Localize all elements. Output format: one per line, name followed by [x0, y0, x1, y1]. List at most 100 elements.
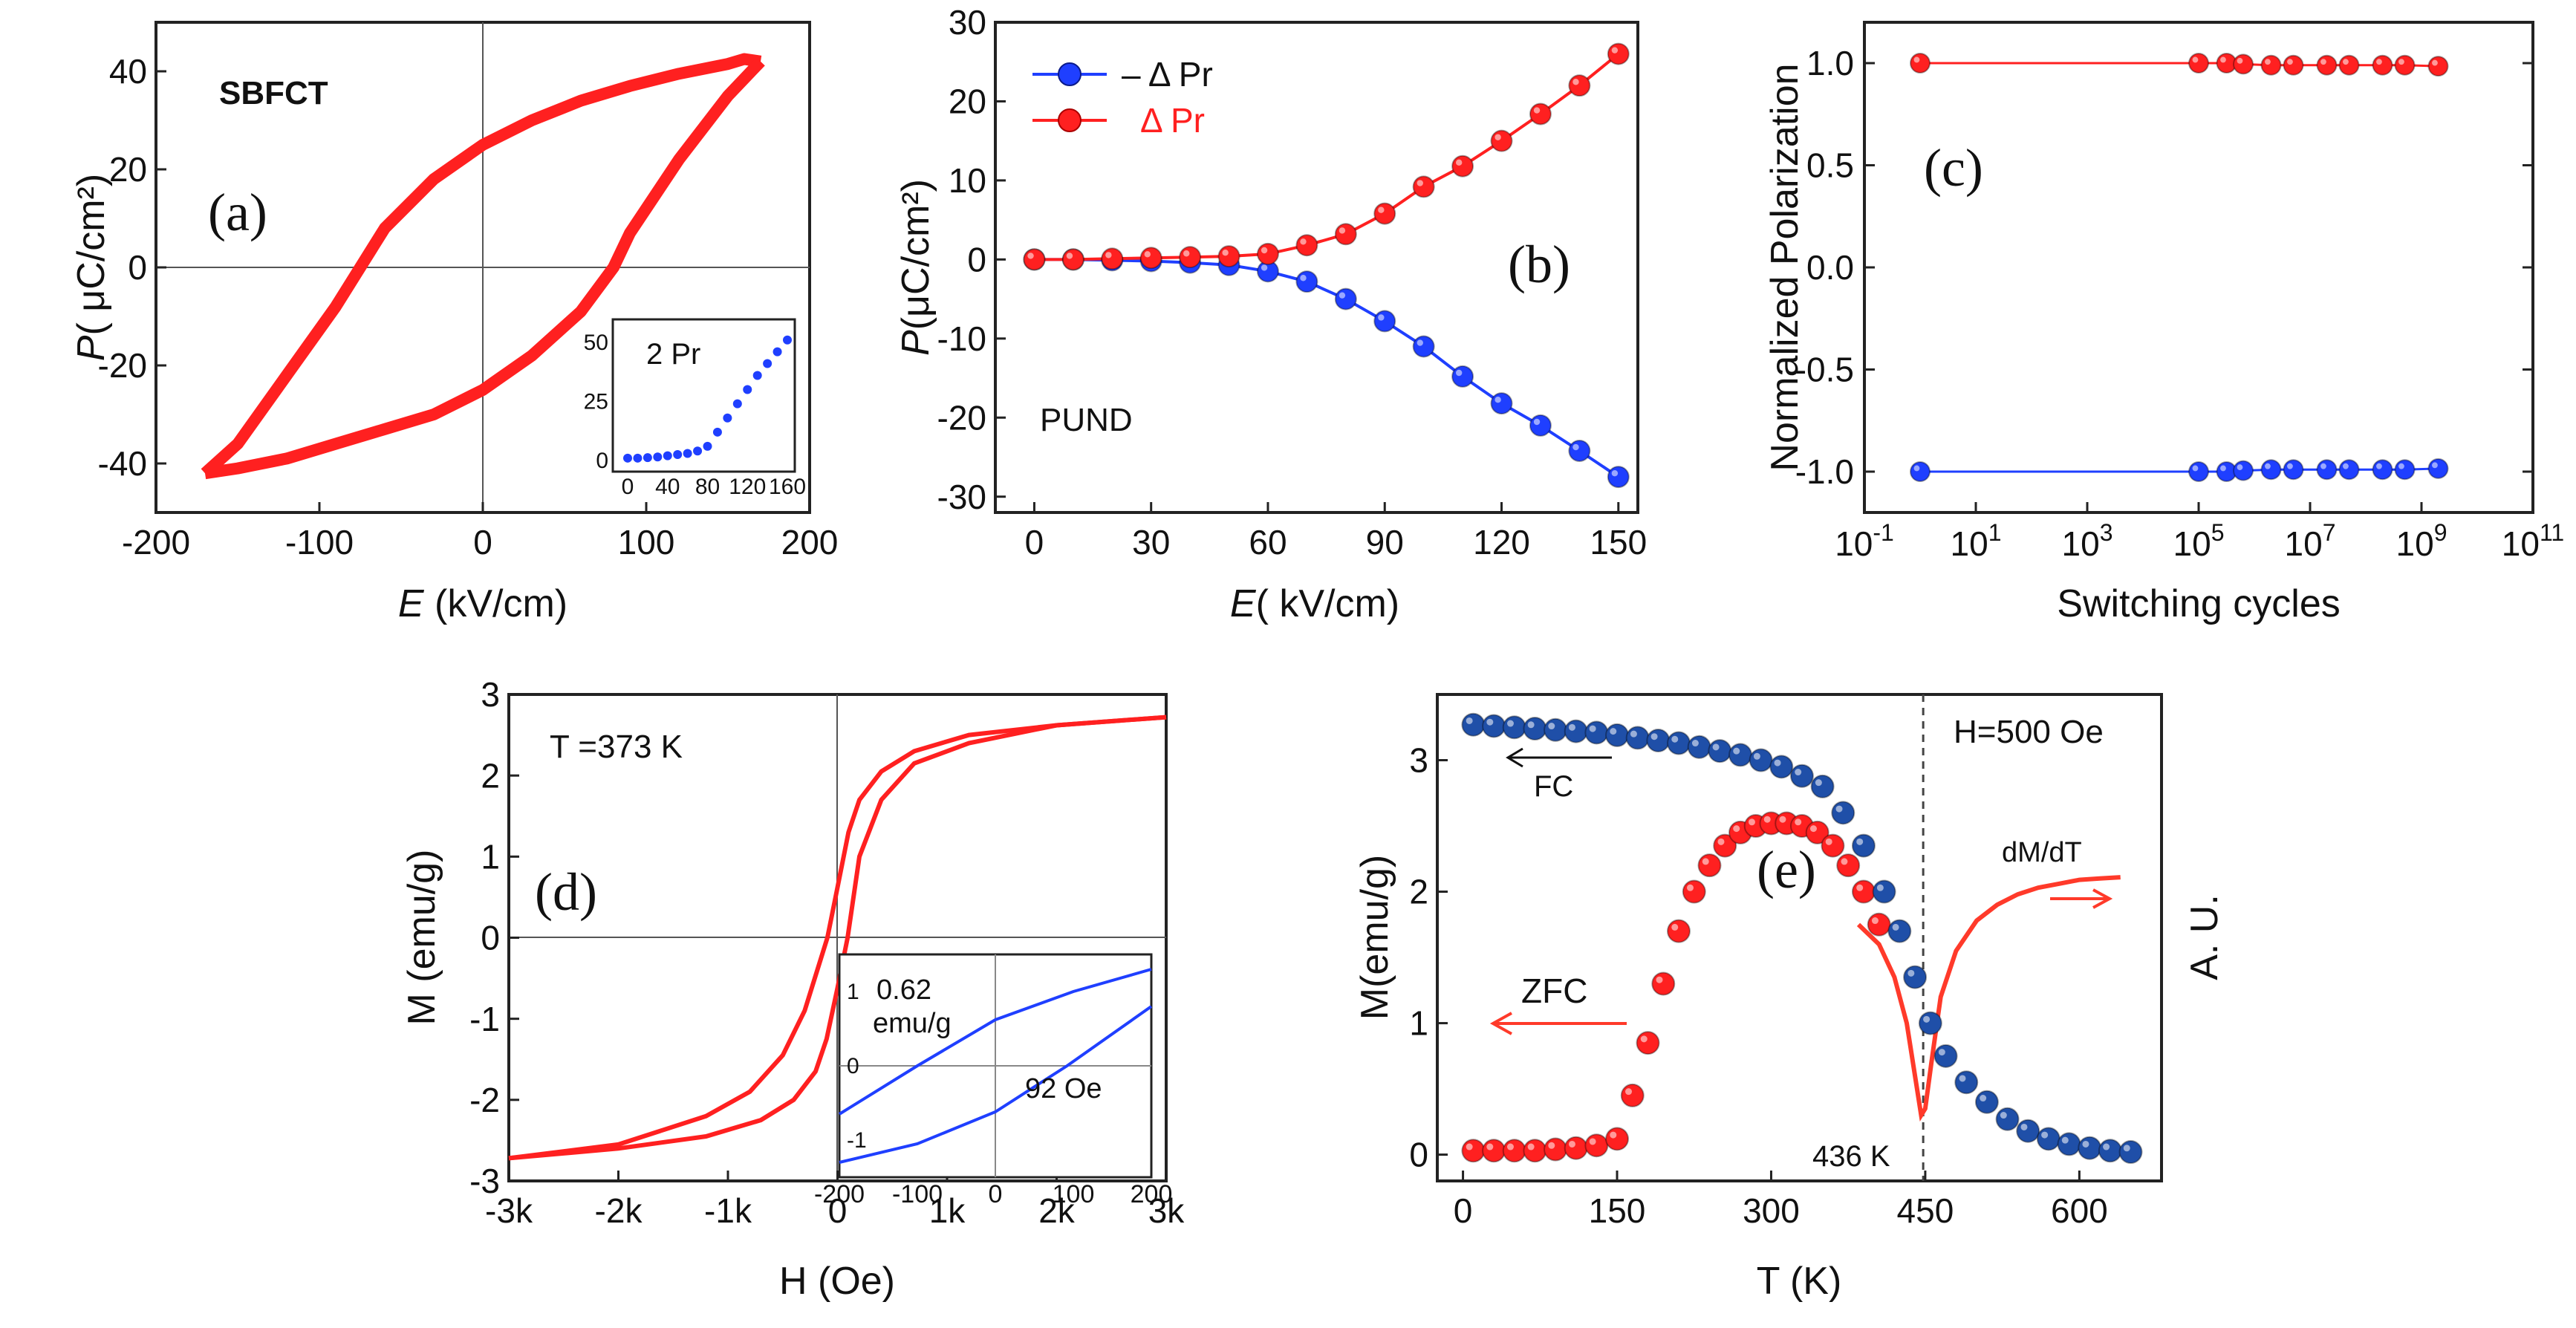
data-point: [2338, 459, 2360, 481]
data-point: [2316, 459, 2338, 481]
fc-point: [1903, 965, 1928, 989]
panel-a-loop-lower: [204, 57, 765, 480]
fc-point: [1605, 723, 1630, 747]
fc-point: [1974, 1090, 1999, 1114]
panel-e-field-label: H=500 Oe: [1954, 714, 2104, 750]
data-point: [1910, 53, 1931, 74]
inset-x-tick-label: 200: [1131, 1180, 1173, 1208]
zfc-point-highlight: [1548, 1142, 1555, 1149]
fc-point: [1887, 919, 1912, 943]
data-point: [1373, 310, 1396, 333]
data-point: [1334, 223, 1357, 246]
data-point: [1490, 392, 1513, 415]
fc-point: [1708, 739, 1732, 764]
data-point: [2427, 56, 2449, 77]
y-tick-label: 3: [1409, 741, 1428, 780]
fc-point-highlight: [2020, 1123, 2028, 1130]
x-tick-label: 150: [1590, 523, 1647, 562]
data-point-highlight: [2265, 463, 2271, 469]
data-point: [1139, 247, 1162, 270]
data-point-highlight: [2432, 59, 2438, 66]
inset-point: [732, 399, 742, 409]
zfc-point: [1584, 1133, 1609, 1158]
panel-a-inset-points: [623, 335, 792, 463]
data-point-highlight: [2220, 465, 2226, 472]
zfc-point-highlight: [1589, 1138, 1596, 1145]
data-point-highlight: [1261, 247, 1268, 254]
fc-point-highlight: [1795, 769, 1802, 776]
zfc-point: [1851, 879, 1876, 904]
inset-point: [773, 347, 782, 357]
inset-point: [663, 451, 672, 460]
y-tick-label: -0.5: [1795, 351, 1854, 389]
legend-neg-marker: [1058, 62, 1082, 86]
fc-point: [2118, 1140, 2143, 1165]
data-point: [2283, 54, 2304, 76]
fc-point-highlight: [1506, 720, 1514, 727]
zfc-point-highlight: [1486, 1143, 1494, 1150]
inset-point: [783, 335, 792, 345]
zfc-point: [1682, 879, 1706, 904]
zfc-point: [1523, 1139, 1547, 1163]
fc-point: [1584, 720, 1609, 745]
x-tick-label: 100: [618, 523, 675, 562]
y-tick-label: 20: [949, 82, 986, 121]
data-point-highlight: [1611, 469, 1619, 477]
fc-point: [1954, 1070, 1979, 1095]
y-tick-label: 1: [481, 837, 500, 876]
panel-b-ticks: 0 30 60 90 120 150 -30 -20 -10 0 10 20 30: [937, 3, 1648, 562]
zfc-point-highlight: [1640, 1035, 1648, 1043]
data-point: [1295, 270, 1318, 293]
zfc-point: [1867, 912, 1891, 937]
fc-point: [1749, 748, 1773, 772]
x-tick-label: 105: [2173, 519, 2225, 563]
inset-x-tick-label: 80: [695, 475, 720, 499]
data-point: [1412, 175, 1435, 198]
panel-a-inset: 0 40 80 120 160 0 25 50 2 Pr: [584, 318, 806, 499]
y-tick-label: -2: [469, 1081, 500, 1119]
inset-point: [712, 427, 722, 437]
data-point-highlight: [2220, 56, 2226, 63]
panel-c-label: (c): [1924, 138, 1983, 198]
data-point: [2260, 459, 2282, 481]
panel-c-xlabel: Switching cycles: [2057, 582, 2340, 625]
series-line: [1034, 258, 1619, 478]
zfc-point: [1821, 833, 1845, 858]
zfc-point-highlight: [1656, 976, 1663, 983]
data-point: [1568, 439, 1591, 462]
y-tick-label: 0.5: [1806, 146, 1854, 185]
y-tick-label: -40: [98, 444, 147, 483]
zfc-point-highlight: [1610, 1131, 1617, 1139]
inset-point: [703, 441, 712, 451]
inset-y-tick-label: 25: [584, 389, 608, 414]
dmdt-arrow-icon: [2050, 888, 2113, 909]
data-point-highlight: [1533, 107, 1541, 114]
panel-e-xlabel: T (K): [1757, 1260, 1842, 1303]
panel-e-fc-label: FC: [1534, 770, 1573, 803]
data-point-highlight: [2376, 59, 2382, 65]
data-point: [1061, 248, 1084, 271]
data-point: [1451, 154, 1474, 178]
fc-point: [1667, 731, 1691, 755]
data-point-highlight: [1027, 253, 1034, 259]
inset-x-tick-label: 40: [655, 475, 680, 499]
data-point: [2233, 53, 2254, 75]
x-tick-label: 0: [1454, 1191, 1473, 1230]
panel-d-inset-lower: [839, 1005, 1153, 1164]
panel-a-ylabel: P( μC/cm²): [70, 174, 113, 361]
x-tick-label: 107: [2285, 519, 2336, 563]
data-point: [2394, 459, 2416, 481]
fc-point-highlight: [1691, 740, 1699, 747]
zfc-point-highlight: [1825, 838, 1832, 845]
x-tick-label: 0: [1025, 523, 1044, 562]
data-point: [1529, 414, 1552, 437]
x-tick-label: 1k: [929, 1191, 966, 1230]
zfc-point: [1605, 1127, 1630, 1151]
panel-d-ticks: -3k -2k -1k 0 1k 2k 3k -3 -2 -1 0 1 2 3: [469, 675, 1185, 1230]
series-line: [1920, 467, 2439, 473]
zfc-point: [1636, 1031, 1660, 1055]
zfc-point-highlight: [1671, 923, 1679, 931]
data-point-highlight: [1300, 238, 1307, 245]
zfc-point: [1651, 971, 1676, 996]
